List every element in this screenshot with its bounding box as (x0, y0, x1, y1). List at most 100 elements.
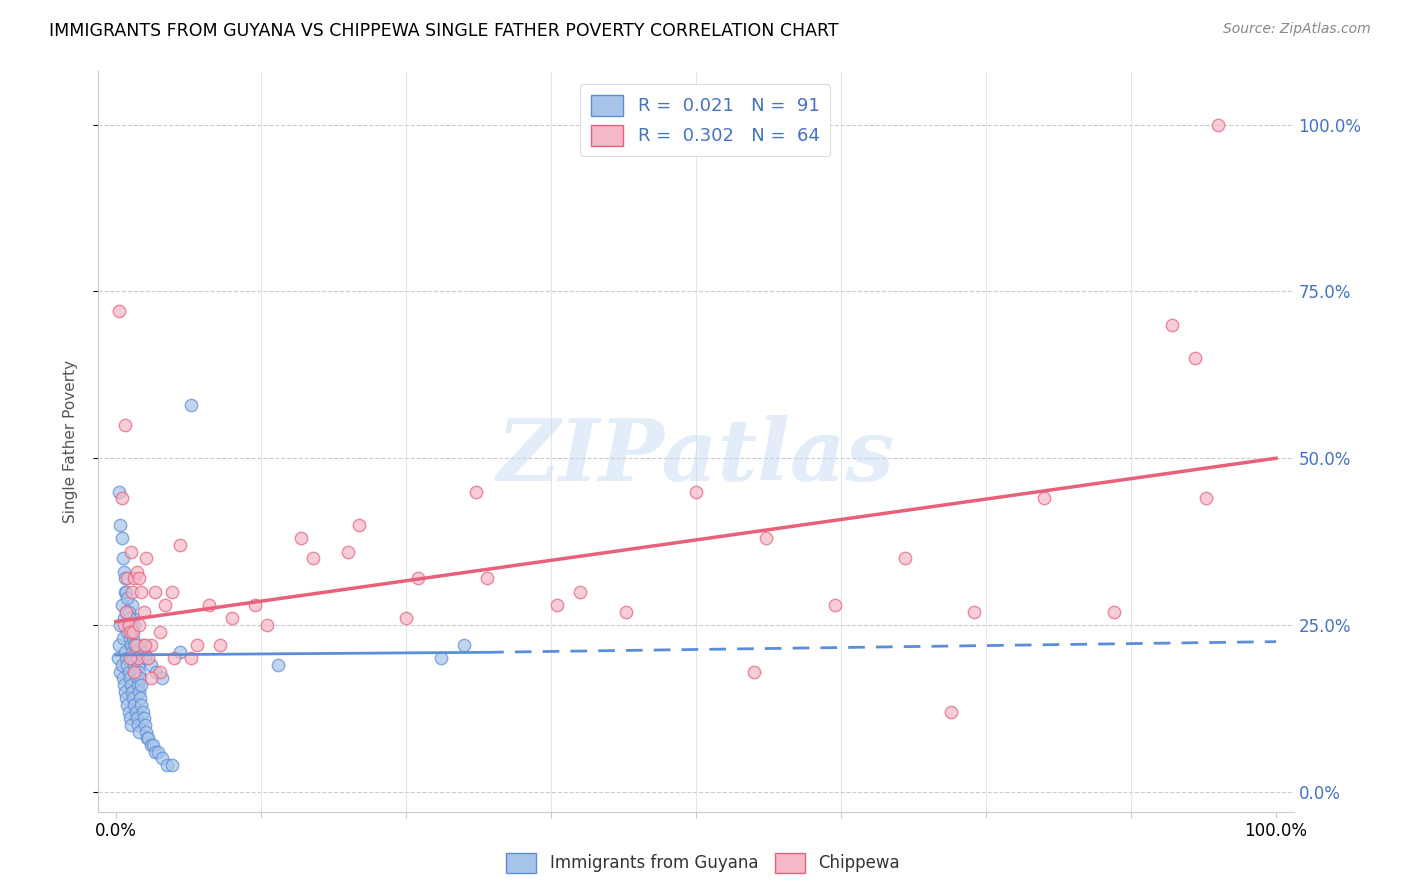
Point (115, 605, 138, 619)
Point (114, 645, 136, 659)
Point (110, 618, 132, 632)
Point (475, 571, 498, 585)
Point (153, 598, 176, 612)
Point (963, 605, 986, 619)
Point (121, 584, 143, 599)
Point (117, 591, 139, 606)
Point (112, 611, 135, 625)
Point (221, 611, 243, 625)
Point (120, 718, 142, 732)
Point (546, 598, 568, 612)
Point (453, 638, 475, 652)
Point (302, 551, 325, 566)
Point (129, 691, 152, 706)
Point (209, 638, 232, 652)
Point (112, 618, 135, 632)
Point (824, 598, 846, 612)
Point (117, 571, 139, 585)
Point (127, 657, 149, 672)
Point (122, 624, 145, 639)
Point (108, 304, 131, 318)
Legend: Immigrants from Guyana, Chippewa: Immigrants from Guyana, Chippewa (499, 847, 907, 880)
Point (124, 657, 146, 672)
Y-axis label: Single Father Poverty: Single Father Poverty (63, 360, 77, 523)
Point (110, 517, 132, 532)
Point (163, 651, 186, 665)
Point (131, 638, 153, 652)
Point (118, 671, 141, 685)
Point (169, 645, 191, 659)
Point (127, 651, 149, 665)
Point (121, 624, 143, 639)
Point (243, 598, 266, 612)
Point (117, 618, 139, 632)
Point (120, 544, 142, 558)
Point (118, 632, 141, 646)
Point (120, 638, 142, 652)
Point (1206, 118, 1229, 132)
Point (180, 651, 202, 665)
Point (127, 678, 149, 692)
Point (111, 657, 134, 672)
Point (143, 584, 166, 599)
Point (267, 657, 290, 672)
Point (290, 531, 312, 545)
Point (128, 684, 150, 698)
Point (142, 738, 165, 752)
Point (429, 651, 451, 665)
Point (114, 571, 136, 585)
Point (124, 618, 146, 632)
Point (568, 584, 591, 599)
Point (336, 544, 359, 558)
Point (124, 665, 146, 679)
Point (124, 705, 146, 719)
Point (1033, 491, 1056, 506)
Point (150, 751, 173, 765)
Point (120, 618, 142, 632)
Point (136, 731, 159, 746)
Point (186, 638, 208, 652)
Point (464, 484, 486, 499)
Point (112, 678, 135, 692)
Point (132, 645, 155, 659)
Point (136, 731, 159, 746)
Point (117, 605, 139, 619)
Point (118, 624, 141, 639)
Point (1195, 491, 1218, 506)
Point (1160, 318, 1182, 332)
Point (125, 671, 148, 685)
Point (139, 657, 162, 672)
Point (118, 711, 141, 725)
Point (160, 758, 183, 772)
Point (146, 745, 169, 759)
Point (108, 484, 131, 499)
Point (111, 491, 134, 506)
Text: IMMIGRANTS FROM GUYANA VS CHIPPEWA SINGLE FATHER POVERTY CORRELATION CHART: IMMIGRANTS FROM GUYANA VS CHIPPEWA SINGL… (49, 22, 839, 40)
Point (120, 678, 142, 692)
Point (169, 538, 191, 552)
Point (117, 705, 139, 719)
Point (107, 651, 129, 665)
Point (134, 651, 156, 665)
Point (131, 584, 153, 599)
Point (128, 618, 150, 632)
Point (1102, 605, 1125, 619)
Point (128, 665, 150, 679)
Point (180, 398, 202, 412)
Point (197, 598, 219, 612)
Point (131, 705, 153, 719)
Point (143, 745, 166, 759)
Point (114, 684, 136, 698)
Point (395, 611, 418, 625)
Point (128, 571, 150, 585)
Point (114, 584, 136, 599)
Point (131, 678, 153, 692)
Point (122, 632, 145, 646)
Point (118, 651, 141, 665)
Point (129, 671, 152, 685)
Point (125, 711, 148, 725)
Point (127, 718, 149, 732)
Point (125, 651, 148, 665)
Point (349, 517, 371, 532)
Point (156, 758, 179, 772)
